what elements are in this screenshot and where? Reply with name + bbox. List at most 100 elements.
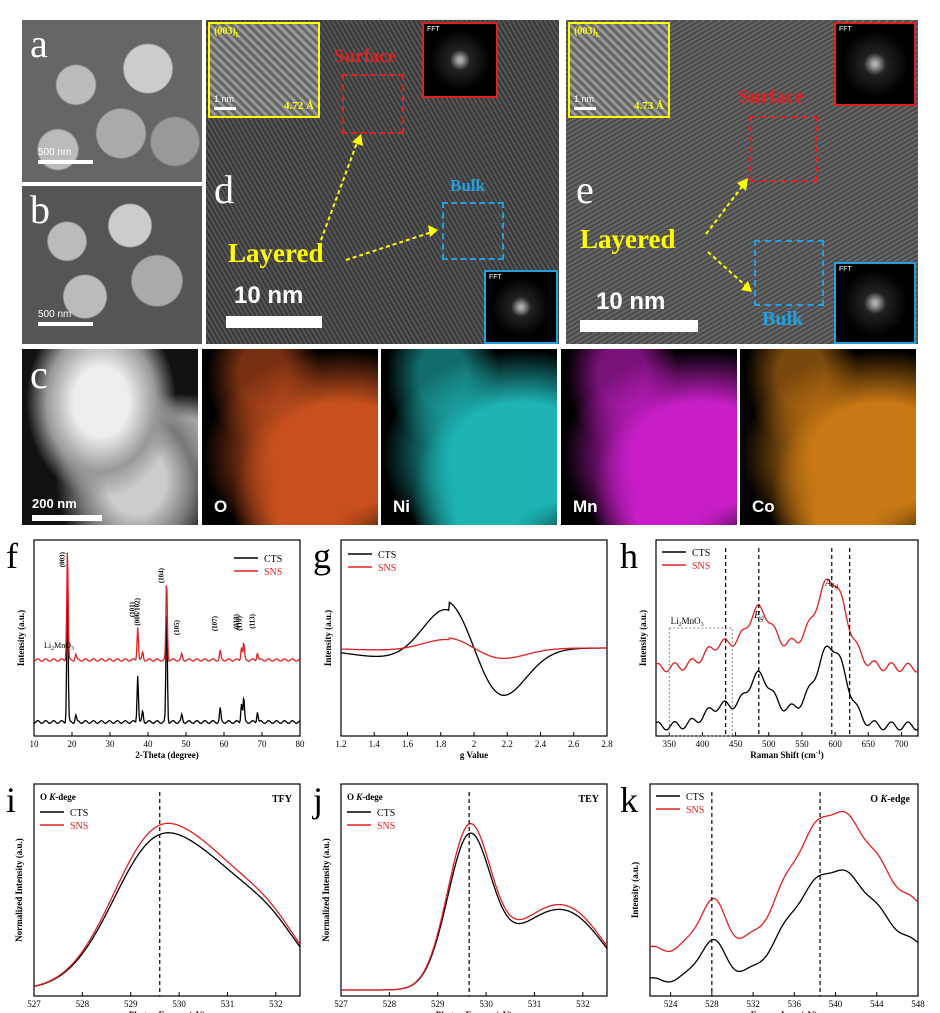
series-line-sns bbox=[649, 810, 919, 953]
surface-box-d bbox=[342, 74, 404, 134]
inset-d-spacing: 4.72 Å bbox=[284, 100, 314, 112]
peak-label: (018) bbox=[232, 613, 240, 629]
plot-frame-k bbox=[649, 783, 919, 997]
y-axis-label: Normalized Intensity (a.u.) bbox=[321, 838, 331, 942]
layered-label-d: Layered bbox=[228, 238, 324, 268]
y-axis-label: Intensity (a.u.) bbox=[630, 862, 640, 918]
panel-label-f: f bbox=[6, 536, 18, 576]
scale-label-c: 200 nm bbox=[32, 496, 77, 511]
li2mno3-label: Li2MnO3 bbox=[671, 616, 704, 628]
eds-label-o: O bbox=[214, 497, 228, 516]
peak-label: (006/102) bbox=[134, 597, 142, 625]
x-tick-label: 544 bbox=[870, 999, 884, 1009]
fft-label: FFT bbox=[427, 26, 440, 33]
fft-label: FFT bbox=[839, 26, 852, 33]
y-axis-label: Intensity (a.u.) bbox=[638, 610, 648, 666]
x-tick-label: 50 bbox=[182, 739, 192, 749]
series-line-cts bbox=[649, 869, 919, 983]
fft-e-surface: FFT bbox=[834, 22, 916, 106]
haadf-image-c: c 200 nm bbox=[22, 349, 198, 525]
x-tick-label: 2.2 bbox=[502, 739, 513, 749]
x-tick-label: 10 bbox=[30, 739, 40, 749]
series-line-sns bbox=[33, 552, 301, 662]
fft-label: FFT bbox=[489, 274, 502, 281]
li2mno3-label: Li2MnO3 bbox=[44, 641, 74, 652]
series-line-cts bbox=[655, 645, 919, 731]
x-tick-label: 527 bbox=[334, 999, 348, 1009]
fft-label: FFT bbox=[839, 266, 852, 273]
legend-label: SNS bbox=[378, 563, 396, 574]
x-tick-label: 1.8 bbox=[435, 739, 447, 749]
panel-label-e: e bbox=[576, 167, 594, 212]
x-tick-label: 500 bbox=[762, 739, 776, 749]
x-tick-label: 529 bbox=[124, 999, 138, 1009]
eds-map-o: O bbox=[202, 349, 378, 525]
plot-frame-h bbox=[655, 539, 919, 737]
x-tick-label: 548 bbox=[911, 999, 925, 1009]
panel-label-i: i bbox=[6, 780, 16, 820]
series-line-cts bbox=[33, 832, 301, 988]
x-tick-label: 80 bbox=[296, 739, 306, 749]
x-tick-label: 530 bbox=[172, 999, 186, 1009]
x-tick-label: 531 bbox=[528, 999, 542, 1009]
series-line-sns bbox=[341, 637, 607, 660]
legend-label: CTS bbox=[70, 808, 88, 819]
panel-label-j: j bbox=[311, 780, 323, 820]
inset-e-spacing: 4.73 Å bbox=[634, 100, 664, 112]
x-tick-label: 2.8 bbox=[601, 739, 613, 749]
scale-bar-e bbox=[580, 320, 698, 332]
y-axis-label: Intensity (a.u.) bbox=[16, 610, 26, 666]
eds-map-co: Co bbox=[740, 349, 916, 525]
tem-image-e: (003)L 1 nm 4.73 Å FFT FFT Surface Bulk … bbox=[566, 20, 918, 344]
x-tick-label: 529 bbox=[431, 999, 445, 1009]
legend-label: CTS bbox=[378, 550, 396, 561]
series-line-sns bbox=[341, 823, 608, 991]
inset-e-scale: 1 nm bbox=[574, 94, 595, 104]
x-tick-label: 600 bbox=[828, 739, 842, 749]
x-axis-label: Energy Loss (eV) bbox=[751, 1010, 818, 1013]
inset-d-label: (003)L bbox=[214, 26, 241, 39]
x-tick-label: 40 bbox=[144, 739, 154, 749]
scale-bar-c bbox=[32, 515, 102, 521]
legend-label: SNS bbox=[264, 567, 282, 578]
x-tick-label: 530 bbox=[479, 999, 493, 1009]
x-axis-label: Photon Energy (eV) bbox=[129, 1010, 206, 1013]
arrows-e bbox=[705, 178, 752, 292]
fft-d-surface: FFT bbox=[422, 22, 498, 98]
edge-note: O K-dege bbox=[347, 792, 383, 802]
scale-bar-a bbox=[38, 160, 93, 164]
bulk-box-e bbox=[754, 240, 824, 306]
x-tick-label: 650 bbox=[862, 739, 876, 749]
inset-d-scale-bar bbox=[214, 107, 236, 110]
panel-label-d: d bbox=[214, 167, 234, 212]
legend-label: SNS bbox=[686, 805, 704, 816]
peak-label: (110) bbox=[236, 615, 244, 630]
inset-e-scale-bar bbox=[574, 107, 596, 110]
peak-label: (104) bbox=[158, 567, 166, 583]
peak-label: (113) bbox=[248, 613, 256, 628]
li2mno3-region bbox=[668, 627, 733, 737]
x-tick-label: 528 bbox=[705, 999, 719, 1009]
legend-label: CTS bbox=[377, 808, 395, 819]
panel-label-h: h bbox=[620, 536, 638, 576]
eds-label-co: Co bbox=[752, 497, 775, 516]
surface-box-e bbox=[750, 116, 818, 182]
edge-note: O K-dege bbox=[40, 792, 76, 802]
panel-label-k: k bbox=[620, 780, 638, 820]
eg-label: Eg bbox=[753, 610, 764, 622]
peak-label: (107) bbox=[211, 615, 219, 631]
eds-map-ni: Ni bbox=[381, 349, 557, 525]
inset-e-label: (003)L bbox=[574, 26, 601, 39]
x-tick-label: 2 bbox=[472, 739, 477, 749]
sem-image-b: b 500 nm bbox=[22, 186, 202, 344]
panel-label-a: a bbox=[30, 21, 48, 66]
layered-label-e: Layered bbox=[580, 224, 676, 254]
plot-frame-j bbox=[340, 783, 608, 997]
plot-frame-f bbox=[33, 539, 301, 737]
x-tick-label: 20 bbox=[68, 739, 78, 749]
panel-label-c: c bbox=[30, 352, 48, 397]
fft-d-bulk: FFT bbox=[484, 270, 558, 344]
inset-d-scale: 1 nm bbox=[214, 94, 235, 104]
legend-label: CTS bbox=[692, 548, 710, 559]
bulk-label-d: Bulk bbox=[450, 176, 485, 195]
